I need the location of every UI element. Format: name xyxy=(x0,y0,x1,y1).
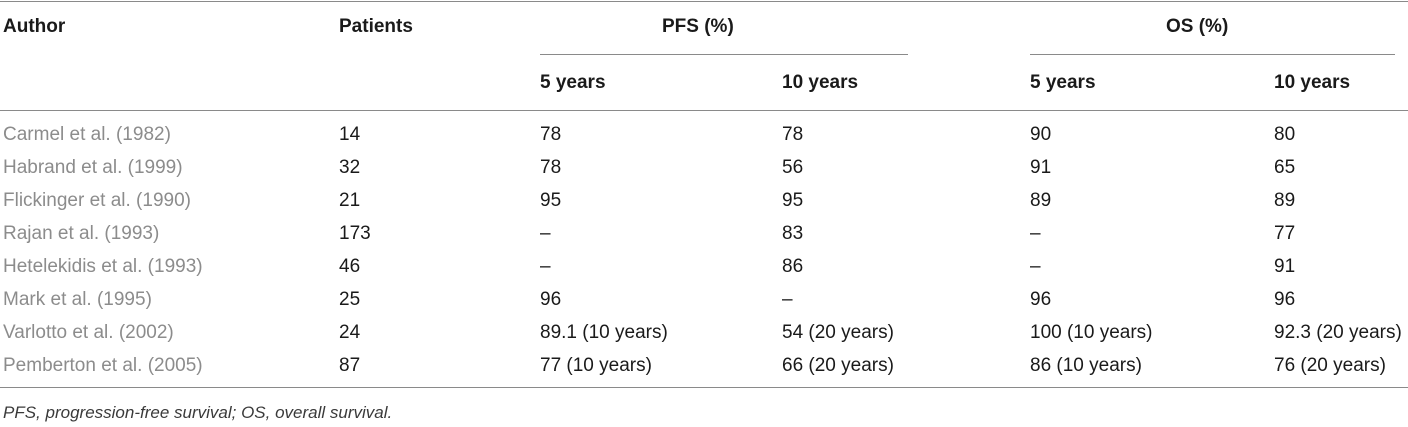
header-os-group: OS (%) xyxy=(1166,16,1229,37)
table-row: Pemberton et al. (2005) 87 77 (10 years)… xyxy=(0,355,1408,388)
cell-author: Hetelekidis et al. (1993) xyxy=(3,256,203,277)
cell-pfs-10: 66 (20 years) xyxy=(782,355,894,376)
table-bottom-rule xyxy=(0,387,1408,388)
table-row: Carmel et al. (1982) 14 78 78 90 80 xyxy=(0,124,1408,157)
cell-pfs-5: – xyxy=(540,256,551,277)
cell-pfs-10: 86 xyxy=(782,256,804,277)
table-footnote: PFS, progression-free survival; OS, over… xyxy=(3,403,393,422)
cell-author: Varlotto et al. (2002) xyxy=(3,322,174,343)
cell-os-10: 77 xyxy=(1274,223,1296,244)
header-author: Author xyxy=(3,16,66,37)
cell-pfs-5: 78 xyxy=(540,124,562,145)
cell-os-5: 90 xyxy=(1030,124,1052,145)
table-top-rule xyxy=(0,1,1408,2)
table-row: Habrand et al. (1999) 32 78 56 91 65 xyxy=(0,157,1408,190)
cell-os-5: 89 xyxy=(1030,190,1052,211)
table-row: Mark et al. (1995) 25 96 – 96 96 xyxy=(0,289,1408,322)
header-pfs-10-years: 10 years xyxy=(782,72,859,93)
cell-pfs-10: 54 (20 years) xyxy=(782,322,894,343)
cell-pfs-10: 56 xyxy=(782,157,804,178)
table-row: Varlotto et al. (2002) 24 89.1 (10 years… xyxy=(0,322,1408,355)
cell-os-5: 86 (10 years) xyxy=(1030,355,1142,376)
cell-pfs-5: 77 (10 years) xyxy=(540,355,652,376)
cell-author: Pemberton et al. (2005) xyxy=(3,355,203,376)
header-pfs-group: PFS (%) xyxy=(662,16,734,37)
cell-patients: 24 xyxy=(339,322,361,343)
cell-pfs-5: 78 xyxy=(540,157,562,178)
cell-author: Flickinger et al. (1990) xyxy=(3,190,191,211)
cell-os-10: 76 (20 years) xyxy=(1274,355,1386,376)
cell-patients: 32 xyxy=(339,157,361,178)
os-group-rule xyxy=(1030,54,1395,55)
cell-author: Carmel et al. (1982) xyxy=(3,124,171,145)
table-body: Carmel et al. (1982) 14 78 78 90 80 Habr… xyxy=(0,124,1408,388)
cell-patients: 87 xyxy=(339,355,361,376)
cell-author: Habrand et al. (1999) xyxy=(3,157,183,178)
header-patients: Patients xyxy=(339,16,413,37)
cell-os-10: 89 xyxy=(1274,190,1296,211)
cell-pfs-10: – xyxy=(782,289,793,310)
cell-pfs-5: 89.1 (10 years) xyxy=(540,322,668,343)
pfs-group-rule xyxy=(540,54,908,55)
cell-os-5: 96 xyxy=(1030,289,1052,310)
header-bottom-rule xyxy=(0,110,1408,111)
cell-os-10: 91 xyxy=(1274,256,1296,277)
cell-os-5: 91 xyxy=(1030,157,1052,178)
cell-pfs-10: 95 xyxy=(782,190,804,211)
cell-os-5: – xyxy=(1030,223,1041,244)
cell-pfs-10: 83 xyxy=(782,223,804,244)
cell-os-10: 80 xyxy=(1274,124,1296,145)
cell-os-5: – xyxy=(1030,256,1041,277)
cell-patients: 25 xyxy=(339,289,361,310)
header-os-5-years: 5 years xyxy=(1030,72,1096,93)
cell-patients: 46 xyxy=(339,256,361,277)
table-row: Hetelekidis et al. (1993) 46 – 86 – 91 xyxy=(0,256,1408,289)
header-pfs-5-years: 5 years xyxy=(540,72,606,93)
cell-pfs-10: 78 xyxy=(782,124,804,145)
cell-os-10: 96 xyxy=(1274,289,1296,310)
cell-os-10: 92.3 (20 years) xyxy=(1274,322,1402,343)
cell-patients: 21 xyxy=(339,190,361,211)
cell-pfs-5: 96 xyxy=(540,289,562,310)
cell-os-5: 100 (10 years) xyxy=(1030,322,1153,343)
cell-pfs-5: 95 xyxy=(540,190,562,211)
cell-pfs-5: – xyxy=(540,223,551,244)
header-os-10-years: 10 years xyxy=(1274,72,1351,93)
cell-author: Mark et al. (1995) xyxy=(3,289,152,310)
cell-patients: 173 xyxy=(339,223,371,244)
table-row: Flickinger et al. (1990) 21 95 95 89 89 xyxy=(0,190,1408,223)
cell-author: Rajan et al. (1993) xyxy=(3,223,160,244)
table-row: Rajan et al. (1993) 173 – 83 – 77 xyxy=(0,223,1408,256)
cell-patients: 14 xyxy=(339,124,361,145)
cell-os-10: 65 xyxy=(1274,157,1296,178)
